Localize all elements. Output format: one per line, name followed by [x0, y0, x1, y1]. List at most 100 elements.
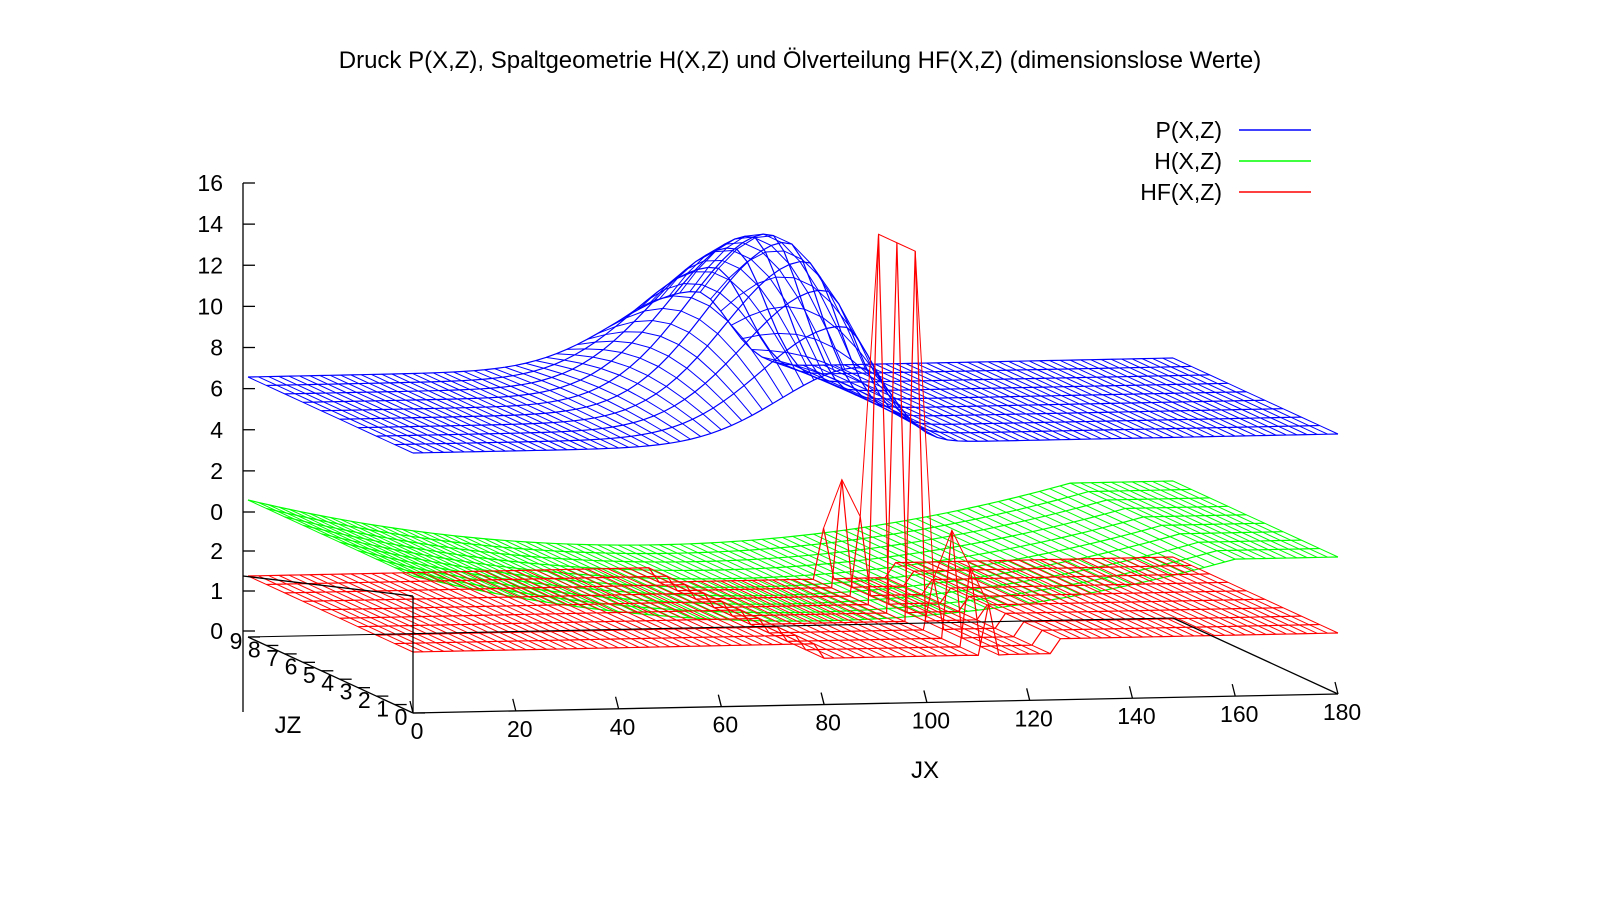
hf-surface-col	[607, 568, 773, 646]
hf-surface-col	[463, 571, 630, 649]
right-depth-line	[1172, 617, 1339, 695]
h-surface-col	[1100, 482, 1267, 559]
z-tick-label: 2	[210, 458, 223, 484]
hf-surface-col	[586, 568, 753, 646]
h-surface-col	[412, 530, 578, 608]
p-surface-col	[977, 361, 1143, 439]
h-surface-col	[679, 543, 845, 621]
p-surface-col	[545, 356, 712, 434]
h-surface-col	[1008, 498, 1174, 576]
jz-tick-label: 3	[340, 679, 353, 705]
p-surface-col	[587, 331, 753, 416]
z-tick-label: 10	[197, 293, 223, 319]
p-surface-col	[371, 373, 537, 451]
p-surface-col	[1131, 358, 1298, 436]
hf-surface-col	[720, 580, 886, 658]
x-axis-tick	[1231, 683, 1236, 697]
hf-surface-col	[926, 561, 1092, 639]
hf-surface-col	[1028, 559, 1195, 637]
hf-surface-col	[792, 579, 958, 656]
z-tick-label: 8	[210, 335, 223, 361]
hf-surface-col	[987, 560, 1154, 638]
h-surface-col	[689, 543, 856, 621]
y-axis-label: JZ	[275, 712, 302, 739]
hf-surface-col	[700, 580, 866, 658]
h-surface-col	[628, 544, 794, 622]
h-surface-col	[1172, 480, 1339, 558]
p-surface-col	[525, 362, 691, 440]
hf-surface-col	[432, 571, 599, 649]
h-surface-col	[926, 516, 1092, 594]
hf-surface-col	[802, 578, 969, 656]
h-surface-col	[566, 543, 732, 621]
p-surface-col	[350, 374, 516, 452]
p-surface-col	[432, 372, 599, 450]
p-surface-col	[258, 376, 424, 454]
p-surface-col	[278, 375, 445, 453]
p-surface-col	[813, 364, 979, 442]
hf-surface-col	[247, 575, 414, 653]
hf-surface-col	[689, 581, 856, 659]
x-tick-label: 60	[713, 712, 739, 738]
h-surface-col	[792, 535, 958, 613]
hf-surface-col	[556, 569, 722, 647]
p-surface-col	[494, 368, 660, 446]
hf-surface-col	[504, 570, 671, 648]
p-surface-col	[854, 364, 1020, 441]
hf-surface-col	[679, 581, 845, 659]
x-axis-label: JX	[911, 757, 939, 784]
p-surface-col	[730, 305, 897, 402]
x-tick-label: 40	[610, 714, 636, 740]
hf-surface-col	[885, 577, 1051, 655]
p-surface-col	[823, 364, 989, 442]
h-surface-col	[258, 501, 424, 579]
chart-title: Druck P(X,Z), Spaltgeometrie H(X,Z) und …	[339, 47, 1262, 74]
p-surface-col	[915, 362, 1082, 440]
hf-surface-col	[1039, 559, 1205, 637]
x-tick-label: 140	[1117, 703, 1155, 729]
p-surface-col	[895, 363, 1061, 441]
h-surface-col	[710, 542, 876, 620]
p-surface-col	[967, 361, 1133, 439]
z-tick-label-lower: 0	[210, 618, 223, 644]
h-surface-col	[432, 532, 599, 610]
jz-tick-label: 2	[358, 687, 371, 713]
hf-surface-col	[1111, 557, 1277, 635]
hf-surface-col	[319, 574, 486, 651]
h-surface-col	[833, 531, 1000, 609]
h-surface-col	[915, 518, 1082, 596]
x-axis-line	[412, 693, 1339, 714]
h-surface-col	[617, 544, 784, 622]
p-surface-row	[321, 233, 1247, 412]
h-surface-col	[1152, 480, 1318, 558]
p-surface-col	[1162, 357, 1328, 435]
x-tick-label: 160	[1220, 701, 1258, 727]
p-surface-col	[905, 363, 1071, 440]
p-surface-row	[284, 247, 1210, 395]
h-surface-col	[967, 508, 1133, 585]
hf-surface-col	[998, 560, 1164, 638]
hf-surface-col	[967, 560, 1133, 638]
hf-surface-col	[422, 571, 588, 649]
p-surface-col	[412, 373, 578, 450]
p-surface-col	[566, 348, 732, 426]
h-surface-col	[278, 506, 445, 584]
x-tick-label: 20	[507, 716, 533, 742]
hf-surface-col	[1059, 558, 1226, 636]
h-surface-col	[525, 541, 691, 619]
p-surface-col	[658, 250, 825, 376]
p-surface-col	[484, 369, 650, 447]
h-surface-col	[1121, 481, 1287, 559]
p-surface-col	[319, 375, 486, 452]
h-surface-col	[905, 520, 1071, 597]
h-surface-col	[771, 537, 938, 615]
back-edge-line	[242, 575, 414, 597]
h-surface-col	[1080, 482, 1246, 560]
z-tick-label: 0	[210, 499, 223, 525]
h-surface-col	[956, 510, 1123, 588]
p-surface-col	[792, 364, 958, 442]
p-surface-col	[926, 362, 1092, 440]
hf-surface-col	[1100, 558, 1267, 635]
